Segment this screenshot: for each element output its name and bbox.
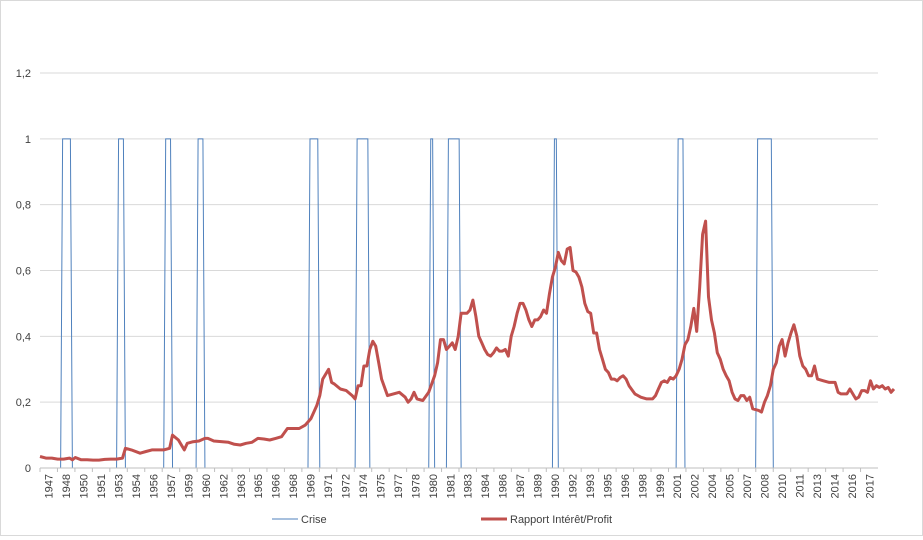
x-tick-label: 1951 <box>96 474 108 498</box>
series-rapport-interet-profit <box>39 219 896 462</box>
x-tick-label: 1968 <box>288 474 300 498</box>
x-tick-label: 1975 <box>375 474 387 498</box>
x-tick-label: 1956 <box>148 474 160 498</box>
x-tick-label: 2013 <box>812 474 824 498</box>
legend-label-crise: Crise <box>301 514 327 526</box>
x-tick-label: 1969 <box>306 474 318 498</box>
x-tick-label: 1950 <box>79 474 91 498</box>
x-tick-label: 2011 <box>794 474 806 498</box>
x-tick-label: 2002 <box>690 474 702 498</box>
x-tick-label: 1992 <box>567 474 579 498</box>
x-tick-label: 2007 <box>742 474 754 498</box>
x-tick-label: 2008 <box>760 474 772 498</box>
legend: Crise Rapport Intérêt/Profit <box>272 514 612 526</box>
x-tick-label: 1962 <box>218 474 230 498</box>
y-axis-tick-labels: 0 0,2 0,4 0,6 0,8 1 1,2 <box>16 68 31 475</box>
x-tick-label: 2016 <box>847 474 859 498</box>
x-tick-label: 1990 <box>550 474 562 498</box>
x-tick-label: 1977 <box>393 474 405 498</box>
x-tick-label: 1998 <box>637 474 649 498</box>
y-tick-label: 0 <box>25 463 31 475</box>
x-tick-label: 1996 <box>620 474 632 498</box>
x-tick-label: 1995 <box>602 474 614 498</box>
x-axis: 1947 1948 1950 1951 1953 1954 1956 1957 1959 1960… <box>39 467 878 498</box>
x-tick-label: 1999 <box>655 474 667 498</box>
x-tick-label: 1978 <box>410 474 422 498</box>
x-tick-label: 1960 <box>201 474 213 498</box>
x-tick-label: 1957 <box>166 474 178 498</box>
x-tick-label: 1948 <box>61 474 73 498</box>
y-tick-label: 0,6 <box>16 266 31 278</box>
x-tick-label: 1971 <box>323 474 335 498</box>
x-tick-label: 1966 <box>271 474 283 498</box>
x-tick-label: 1993 <box>585 474 597 498</box>
x-tick-label: 2005 <box>725 474 737 498</box>
series-crise <box>40 138 878 469</box>
x-tick-label: 1963 <box>236 474 248 498</box>
x-tick-label: 1974 <box>358 474 370 498</box>
x-tick-label: 2017 <box>864 474 876 498</box>
y-tick-label: 1 <box>25 134 31 146</box>
gridlines <box>40 72 878 403</box>
x-tick-label: 1986 <box>498 474 510 498</box>
x-tick-label: 2001 <box>672 474 684 498</box>
crise-line <box>40 138 878 469</box>
x-tick-label: 2014 <box>829 474 841 498</box>
y-tick-label: 1,2 <box>16 68 31 80</box>
x-tick-label: 1980 <box>428 474 440 498</box>
x-tick-label: 1965 <box>253 474 265 498</box>
x-tick-label: 1972 <box>341 474 353 498</box>
x-tick-label: 1983 <box>463 474 475 498</box>
y-tick-label: 0,2 <box>16 397 31 409</box>
x-tick-label: 1953 <box>114 474 126 498</box>
x-tick-label: 1959 <box>183 474 195 498</box>
y-tick-label: 0,8 <box>16 200 31 212</box>
y-tick-label: 0,4 <box>16 331 31 343</box>
x-tick-label: 1984 <box>480 474 492 498</box>
ratio-line <box>39 219 896 462</box>
legend-label-ratio: Rapport Intérêt/Profit <box>510 514 612 526</box>
x-tick-label: 1981 <box>445 474 457 498</box>
x-tick-label: 1989 <box>533 474 545 498</box>
x-tick-label: 1987 <box>515 474 527 498</box>
x-tick-label: 1954 <box>131 474 143 498</box>
x-tick-label: 2010 <box>777 474 789 498</box>
x-tick-label: 1947 <box>44 474 56 498</box>
x-tick-label: 2004 <box>707 474 719 498</box>
